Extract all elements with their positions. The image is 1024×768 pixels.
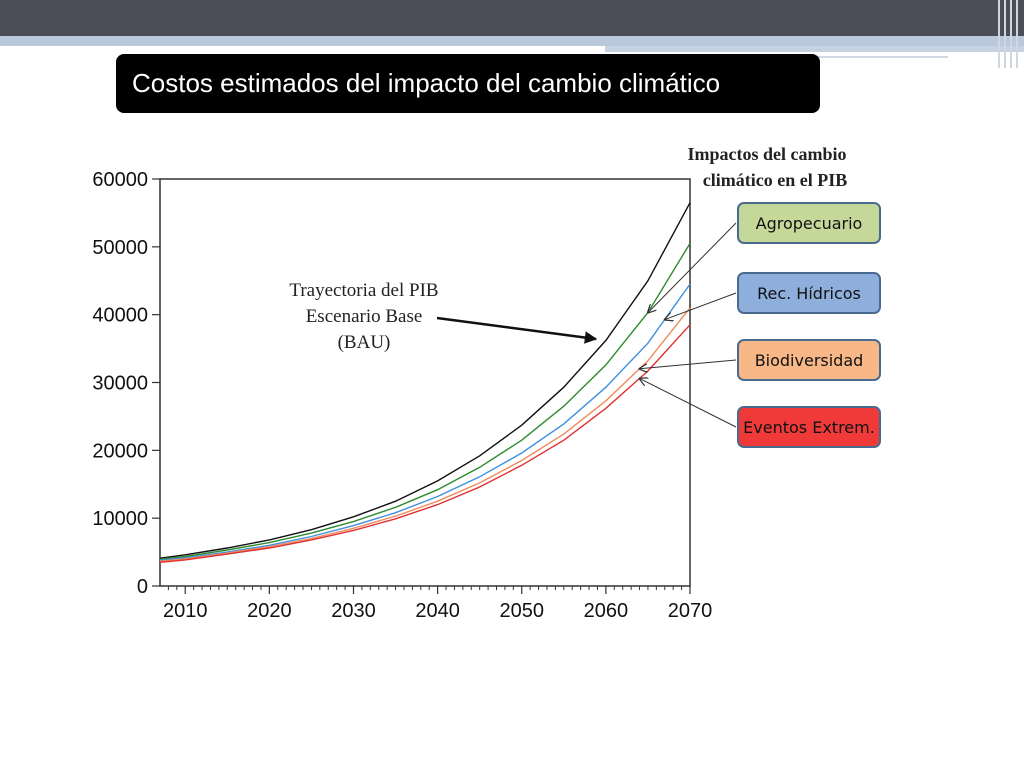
- top-bar: [0, 0, 1024, 36]
- legend-arrow-agro: [648, 222, 737, 313]
- x-tick-label: 2040: [415, 600, 460, 622]
- legend-title-line-1: Impactos del cambio: [688, 144, 847, 164]
- annotation-line-3: (BAU): [338, 332, 391, 353]
- legend-label-ext: Eventos Extrem.: [743, 418, 875, 437]
- series-line-ext: [159, 324, 691, 563]
- annotation-line-2: Escenario Base: [306, 306, 423, 327]
- legend-label-hidro: Rec. Hídricos: [757, 284, 861, 303]
- y-tick-label: 30000: [92, 373, 148, 395]
- y-tick-label: 60000: [92, 169, 148, 191]
- legend-arrow-bio: [640, 359, 737, 369]
- series-line-bio: [159, 307, 691, 562]
- x-tick-label: 2030: [331, 600, 376, 622]
- y-tick-label: 10000: [92, 508, 148, 530]
- top-stripe-thin: [800, 56, 948, 58]
- annotation-line-1: Trayectoria del PIB: [289, 280, 438, 301]
- legend-title-line-2: climático en el PIB: [703, 170, 847, 190]
- legend-label-agro: Agropecuario: [756, 214, 863, 233]
- x-tick-label: 2020: [247, 600, 292, 622]
- legend-box-bio: [737, 339, 881, 381]
- legend-arrow-hidro: [665, 292, 737, 320]
- annotation-arrow: [436, 316, 598, 344]
- legend-arrow-ext: [640, 378, 737, 428]
- slide-title: Costos estimados del impacto del cambio …: [132, 68, 721, 98]
- top-stripe: [0, 36, 1024, 46]
- top-stripe-accent: [605, 46, 1024, 52]
- x-tick-label: 2010: [163, 600, 208, 622]
- legend-label-bio: Biodiversidad: [755, 351, 864, 370]
- y-tick-label: 0: [137, 576, 148, 598]
- legend-box-hidro: [737, 272, 881, 314]
- legend-box-agro: [737, 202, 881, 244]
- top-stripe-gap: [0, 46, 605, 50]
- x-tick-label: 2070: [668, 600, 713, 622]
- series-line-hidro: [159, 283, 691, 561]
- y-tick-label: 20000: [92, 440, 148, 462]
- y-tick-label: 40000: [92, 305, 148, 327]
- plot-area: [159, 178, 691, 587]
- x-tick-label: 2050: [499, 600, 544, 622]
- y-tick-label: 50000: [92, 237, 148, 259]
- series-line-agro: [159, 243, 691, 560]
- series-line-BAU: [159, 202, 691, 559]
- title-box: Costos estimados del impacto del cambio …: [116, 54, 820, 113]
- legend-box-ext: [737, 406, 881, 448]
- x-tick-label: 2060: [584, 600, 629, 622]
- corner-decoration: [994, 0, 1024, 68]
